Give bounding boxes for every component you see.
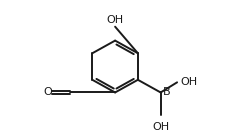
Text: OH: OH <box>106 15 123 25</box>
Text: OH: OH <box>152 122 168 132</box>
Text: O: O <box>43 87 52 97</box>
Text: B: B <box>162 87 170 97</box>
Text: OH: OH <box>179 77 197 87</box>
